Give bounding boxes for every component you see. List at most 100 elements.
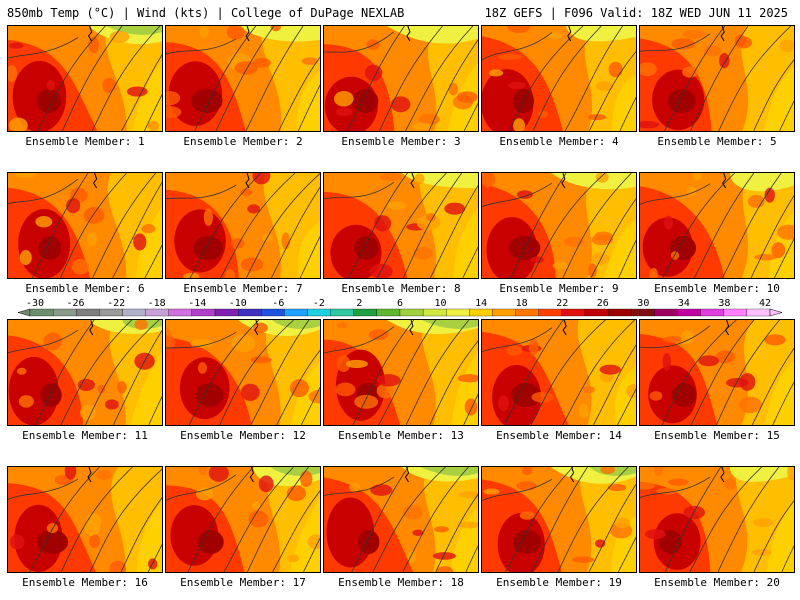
- temperature-field: [640, 320, 794, 425]
- temperature-field: [8, 26, 162, 131]
- member-map-8: [323, 172, 479, 279]
- temperature-colorbar: [17, 308, 783, 317]
- member-map-18: [323, 466, 479, 573]
- colorbar-swatch: [237, 308, 262, 317]
- member-map-12: [165, 319, 321, 426]
- member-map-17: [165, 466, 321, 573]
- colorbar-swatch: [422, 308, 447, 317]
- member-map-3: [323, 25, 479, 132]
- colorbar-tick-label: -30: [25, 298, 45, 309]
- temperature-field: [324, 173, 478, 278]
- temperature-field: [482, 173, 636, 278]
- member-label: Ensemble Member: 8: [341, 282, 461, 295]
- colorbar-tick-label: 6: [396, 298, 404, 309]
- member-map-5: [639, 25, 795, 132]
- member-label: Ensemble Member: 2: [183, 135, 303, 148]
- member-label: Ensemble Member: 15: [654, 429, 780, 442]
- temperature-field: [324, 467, 478, 572]
- member-label: Ensemble Member: 16: [22, 576, 148, 589]
- member-map-15: [639, 319, 795, 426]
- colorbar-swatch: [214, 308, 239, 317]
- colorbar-swatch: [515, 308, 539, 317]
- colorbar-tick-label: 14: [475, 298, 488, 309]
- member-map-13: [323, 319, 479, 426]
- temperature-field: [640, 467, 794, 572]
- colorbar-tick-label: 22: [556, 298, 569, 309]
- colorbar-swatch: [723, 308, 748, 317]
- member-label: Ensemble Member: 20: [654, 576, 780, 589]
- colorbar-swatch: [700, 308, 724, 317]
- temperature-field: [640, 26, 794, 131]
- member-label: Ensemble Member: 1: [25, 135, 145, 148]
- member-label: Ensemble Member: 6: [25, 282, 145, 295]
- colorbar-tick-label: 34: [677, 298, 690, 309]
- colorbar-tick-label: -2: [312, 298, 325, 309]
- colorbar-swatch: [584, 308, 609, 317]
- colorbar-swatch: [631, 308, 655, 317]
- member-label: Ensemble Member: 11: [22, 429, 148, 442]
- colorbar-tick-label: -22: [107, 298, 126, 309]
- temperature-field: [482, 467, 636, 572]
- temperature-field: [166, 173, 320, 278]
- colorbar-swatch: [353, 308, 378, 317]
- colorbar-tick-label: -18: [147, 298, 166, 309]
- colorbar-tick-label: -6: [272, 298, 285, 309]
- member-label: Ensemble Member: 7: [183, 282, 303, 295]
- member-map-14: [481, 319, 637, 426]
- colorbar-swatch: [168, 308, 193, 317]
- colorbar-tick-label: 18: [515, 298, 528, 309]
- temperature-field: [482, 26, 636, 131]
- colorbar-swatch: [446, 308, 470, 317]
- colorbar-tick-label: 42: [758, 298, 772, 309]
- colorbar-tick-label: 10: [434, 298, 447, 309]
- colorbar-tick-label: -10: [228, 298, 247, 309]
- member-label: Ensemble Member: 19: [496, 576, 622, 589]
- header: 850mb Temp (°C) | Wind (kts) | College o…: [0, 0, 800, 22]
- colorbar-swatch: [284, 308, 308, 317]
- member-map-7: [165, 172, 321, 279]
- member-map-16: [7, 466, 163, 573]
- colorbar-swatch: [469, 308, 493, 317]
- colorbar-tick-label: -14: [188, 298, 207, 309]
- colorbar-right-arrow: [769, 308, 783, 317]
- colorbar-swatch: [122, 308, 146, 317]
- colorbar-swatch: [307, 308, 331, 317]
- temperature-field: [8, 467, 162, 572]
- member-map-1: [7, 25, 163, 132]
- colorbar-tick-label: 30: [637, 298, 650, 309]
- member-map-4: [481, 25, 637, 132]
- temperature-field: [166, 467, 320, 572]
- colorbar-swatch: [76, 308, 100, 317]
- member-map-9: [481, 172, 637, 279]
- temperature-field: [640, 173, 794, 278]
- member-map-10: [639, 172, 795, 279]
- member-map-2: [165, 25, 321, 132]
- colorbar-swatch: [677, 308, 701, 317]
- colorbar-swatch: [52, 308, 77, 317]
- member-label: Ensemble Member: 3: [341, 135, 461, 148]
- run-valid-time: 18Z GEFS | F096 Valid: 18Z WED JUN 11 20…: [484, 6, 788, 20]
- colorbar-swatch: [191, 308, 216, 317]
- colorbar-swatch: [376, 308, 401, 317]
- colorbar-swatch: [29, 308, 54, 317]
- member-map-11: [7, 319, 163, 426]
- colorbar-left-arrow: [17, 308, 31, 317]
- colorbar-swatch: [561, 308, 586, 317]
- temperature-field: [8, 320, 162, 425]
- colorbar-swatch: [746, 308, 771, 317]
- member-map-19: [481, 466, 637, 573]
- colorbar-swatch: [99, 308, 123, 317]
- colorbar-swatch: [607, 308, 632, 317]
- member-label: Ensemble Member: 18: [338, 576, 464, 589]
- member-label: Ensemble Member: 4: [499, 135, 619, 148]
- member-label: Ensemble Member: 5: [657, 135, 777, 148]
- colorbar-swatch: [261, 308, 285, 317]
- colorbar-swatch: [654, 308, 678, 317]
- colorbar-swatch: [145, 308, 169, 317]
- colorbar-tick-label: 26: [596, 298, 609, 309]
- colorbar-swatch: [399, 308, 424, 317]
- member-map-20: [639, 466, 795, 573]
- colorbar-tick-label: -26: [66, 298, 85, 309]
- temperature-field: [482, 320, 636, 425]
- temperature-field: [324, 320, 478, 425]
